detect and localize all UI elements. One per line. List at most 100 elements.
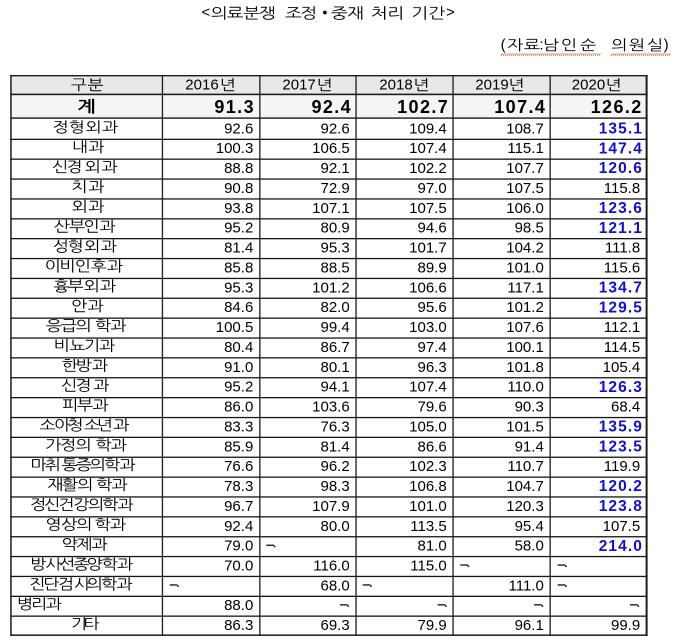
svg-text:92.1: 92.1: [320, 160, 349, 177]
svg-text:115.0: 115.0: [410, 558, 446, 575]
svg-text:89.9: 89.9: [417, 259, 446, 276]
svg-text:78.3: 78.3: [224, 478, 253, 495]
svg-text:68.0: 68.0: [320, 577, 349, 594]
svg-text:80.0: 80.0: [320, 518, 349, 535]
svg-text:93.8: 93.8: [224, 200, 253, 217]
svg-text:): ): [664, 36, 669, 53]
svg-text:76.3: 76.3: [320, 418, 349, 435]
svg-text:100.3: 100.3: [216, 140, 254, 157]
svg-text:123.6: 123.6: [599, 200, 643, 217]
svg-text:110.7: 110.7: [507, 458, 543, 475]
svg-text:99.4: 99.4: [320, 319, 349, 336]
svg-text:107.4: 107.4: [409, 379, 447, 396]
svg-text:101.2: 101.2: [506, 299, 544, 316]
svg-text:79.0: 79.0: [224, 538, 253, 555]
svg-text:120.3: 120.3: [506, 498, 544, 515]
svg-text:95.3: 95.3: [224, 279, 253, 296]
svg-text:95.6: 95.6: [417, 299, 446, 316]
svg-text:101.0: 101.0: [409, 498, 447, 515]
svg-text:2018: 2018: [379, 76, 412, 93]
svg-text:108.7: 108.7: [506, 120, 544, 137]
svg-text:107.7: 107.7: [506, 160, 544, 177]
svg-text:86.3: 86.3: [224, 617, 253, 634]
svg-text:91.0: 91.0: [224, 359, 253, 376]
svg-text:2016: 2016: [185, 76, 218, 93]
svg-text:96.2: 96.2: [320, 458, 349, 475]
svg-text:106.0: 106.0: [506, 200, 544, 217]
svg-text:83.3: 83.3: [224, 418, 253, 435]
svg-text:99.9: 99.9: [611, 617, 640, 634]
svg-text:2019: 2019: [475, 76, 508, 93]
svg-text:100.1: 100.1: [506, 339, 544, 356]
svg-text:<: <: [202, 4, 211, 21]
svg-text:114.5: 114.5: [604, 339, 640, 356]
svg-text:103.6: 103.6: [312, 399, 350, 416]
svg-text:120.6: 120.6: [599, 160, 643, 177]
svg-text:81.0: 81.0: [417, 538, 446, 555]
svg-text:88.5: 88.5: [320, 259, 349, 276]
svg-text:97.4: 97.4: [417, 339, 446, 356]
svg-text::: :: [539, 36, 543, 53]
svg-text:95.2: 95.2: [224, 379, 253, 396]
svg-text:90.3: 90.3: [515, 399, 544, 416]
svg-text:102.2: 102.2: [409, 160, 447, 177]
svg-text:106.8: 106.8: [409, 478, 447, 495]
svg-text:58.0: 58.0: [515, 538, 544, 555]
svg-text:82.0: 82.0: [320, 299, 349, 316]
svg-text:107.5: 107.5: [603, 518, 641, 535]
svg-text:126.3: 126.3: [599, 379, 643, 396]
svg-text:120.2: 120.2: [599, 478, 643, 495]
svg-text:>: >: [446, 4, 455, 21]
svg-text:113.5: 113.5: [410, 518, 446, 535]
svg-text:91.3: 91.3: [214, 97, 255, 117]
svg-text:80.4: 80.4: [224, 339, 253, 356]
svg-text:80.9: 80.9: [320, 220, 349, 237]
svg-text:72.9: 72.9: [320, 180, 349, 197]
svg-text:103.0: 103.0: [409, 319, 447, 336]
svg-text:121.1: 121.1: [599, 220, 643, 237]
svg-text:101.0: 101.0: [506, 259, 544, 276]
svg-text:92.4: 92.4: [224, 518, 253, 535]
svg-text:98.3: 98.3: [320, 478, 349, 495]
svg-text:95.3: 95.3: [320, 240, 349, 257]
svg-text:115.6: 115.6: [604, 259, 640, 276]
svg-text:96.3: 96.3: [417, 359, 446, 376]
svg-text:85.9: 85.9: [224, 438, 253, 455]
svg-text:91.4: 91.4: [515, 438, 544, 455]
svg-text:104.7: 104.7: [506, 478, 544, 495]
svg-text:109.4: 109.4: [409, 120, 447, 137]
svg-text:134.7: 134.7: [599, 280, 643, 297]
svg-text:102.7: 102.7: [397, 97, 449, 117]
svg-text:107.4: 107.4: [409, 140, 447, 157]
svg-text:135.9: 135.9: [599, 419, 643, 436]
svg-text:2017: 2017: [282, 76, 315, 93]
svg-text:129.5: 129.5: [599, 299, 643, 316]
svg-text:214.0: 214.0: [599, 538, 643, 555]
svg-text:111.8: 111.8: [605, 240, 640, 257]
svg-text:92.6: 92.6: [320, 120, 349, 137]
svg-text:95.4: 95.4: [515, 518, 544, 535]
svg-text:135.1: 135.1: [599, 121, 643, 138]
svg-text:105.0: 105.0: [409, 418, 447, 435]
svg-text:94.1: 94.1: [320, 379, 349, 396]
svg-text:86.6: 86.6: [417, 438, 446, 455]
svg-text:117.1: 117.1: [507, 279, 543, 296]
svg-text:112.1: 112.1: [604, 319, 640, 336]
svg-text:107.9: 107.9: [312, 498, 350, 515]
svg-text:79.6: 79.6: [417, 399, 446, 416]
svg-text:86.7: 86.7: [320, 339, 349, 356]
svg-text:88.0: 88.0: [224, 597, 253, 614]
svg-text:2020: 2020: [572, 76, 605, 93]
svg-text:110.0: 110.0: [507, 379, 543, 396]
svg-text:85.8: 85.8: [224, 259, 253, 276]
svg-text:96.1: 96.1: [515, 617, 544, 634]
svg-text:(: (: [501, 36, 506, 53]
svg-text:106.5: 106.5: [312, 140, 350, 157]
svg-text:115.1: 115.1: [507, 140, 543, 157]
svg-text:123.8: 123.8: [599, 498, 643, 515]
svg-text:101.5: 101.5: [506, 418, 544, 435]
svg-text:81.4: 81.4: [224, 240, 253, 257]
svg-text:90.8: 90.8: [224, 180, 253, 197]
svg-text:107.5: 107.5: [506, 180, 544, 197]
svg-text:69.3: 69.3: [320, 617, 349, 634]
